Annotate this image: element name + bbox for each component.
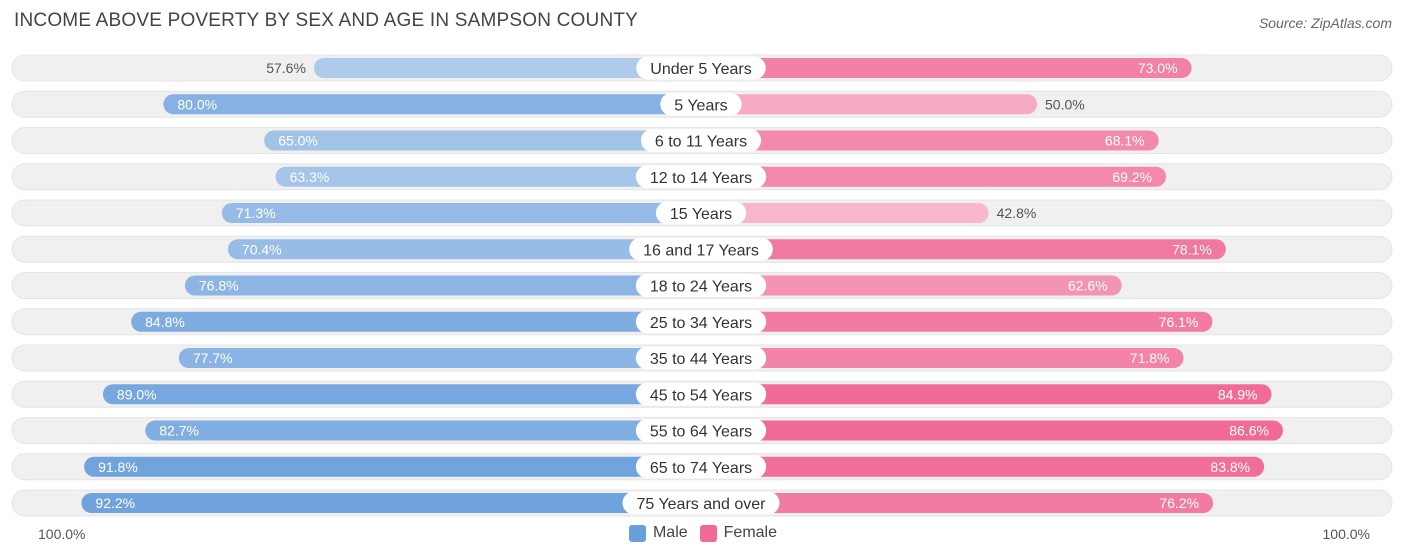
- female-bar: [701, 94, 1037, 115]
- male-value-label: 63.3%: [290, 169, 330, 185]
- male-bar: [102, 384, 702, 405]
- legend-item-female[interactable]: Female: [699, 524, 778, 542]
- male-value-label: 57.6%: [266, 60, 306, 76]
- female-value-label: 83.8%: [1210, 459, 1250, 475]
- male-bar: [264, 130, 701, 151]
- male-value-label: 76.8%: [199, 278, 239, 294]
- male-bar: [184, 275, 702, 296]
- category-label-bg: [622, 491, 780, 515]
- category-label-bg: [660, 92, 742, 116]
- female-bar: [701, 311, 1213, 332]
- female-value-label: 73.0%: [1138, 60, 1178, 76]
- male-value-label: 82.7%: [159, 423, 199, 439]
- male-bar: [221, 203, 701, 223]
- legend-label-male: Male: [652, 524, 688, 541]
- category-label: 75 Years and over: [637, 496, 767, 513]
- category-label: 65 to 74 Years: [650, 460, 752, 477]
- female-value-label: 68.1%: [1105, 133, 1145, 149]
- legend: Male Female: [0, 524, 1406, 542]
- male-bar: [84, 456, 701, 477]
- female-bar: [701, 348, 1184, 368]
- female-bar: [701, 493, 1214, 513]
- category-label-bg: [629, 237, 773, 261]
- female-value-label: 71.8%: [1130, 350, 1170, 366]
- female-bar: [701, 166, 1167, 187]
- male-value-label: 84.8%: [145, 314, 185, 330]
- source-note: Source: ZipAtlas.com: [1258, 15, 1392, 31]
- category-label: 15 Years: [670, 206, 732, 223]
- male-bar: [275, 166, 701, 187]
- chart-title: INCOME ABOVE POVERTY BY SEX AND AGE IN S…: [14, 10, 639, 31]
- category-label: 35 to 44 Years: [650, 351, 752, 368]
- category-label-bg: [635, 382, 767, 406]
- category-label: 6 to 11 Years: [655, 134, 747, 151]
- male-value-label: 91.8%: [98, 459, 138, 475]
- female-bar: [701, 130, 1159, 151]
- male-bar: [178, 348, 701, 368]
- category-label-bg: [635, 419, 767, 442]
- female-value-label: 76.1%: [1159, 314, 1199, 330]
- male-bar: [81, 493, 701, 513]
- axis-right-label: 100.0%: [1322, 526, 1370, 542]
- category-label-bg: [636, 56, 766, 80]
- category-label: 12 to 14 Years: [650, 170, 752, 187]
- male-bar: [145, 420, 702, 441]
- male-value-label: 89.0%: [117, 386, 157, 402]
- legend-swatch-female: [699, 524, 717, 542]
- category-label-bg: [635, 310, 767, 334]
- category-label-bg: [655, 201, 747, 225]
- female-value-label: 84.9%: [1218, 386, 1258, 402]
- category-label: 16 and 17 Years: [643, 242, 759, 259]
- female-bar: [701, 58, 1192, 78]
- male-bar: [131, 311, 702, 332]
- female-bar: [701, 275, 1122, 296]
- female-bar: [701, 420, 1283, 441]
- category-label-bg: [635, 165, 767, 189]
- male-bar: [227, 239, 702, 260]
- legend-item-male[interactable]: Male: [628, 524, 688, 542]
- female-bar: [701, 203, 989, 223]
- category-label-bg: [635, 346, 767, 370]
- male-value-label: 92.2%: [95, 495, 135, 511]
- chart-area: 57.6% 73.0% Under 5 Years 80.0% 50.0% 5 Years…: [11, 54, 1393, 517]
- female-value-label: 78.1%: [1172, 241, 1212, 257]
- category-label: 25 to 34 Years: [650, 315, 752, 332]
- legend-label-female: Female: [723, 524, 778, 541]
- male-value-label: 77.7%: [193, 350, 233, 366]
- category-label: 18 to 24 Years: [650, 279, 752, 296]
- female-bar: [701, 239, 1226, 260]
- female-value-label: 62.6%: [1068, 278, 1108, 294]
- category-label-bg: [635, 455, 767, 479]
- axis-left-label: 100.0%: [38, 526, 86, 542]
- female-bar: [701, 456, 1265, 477]
- female-bar: [701, 384, 1272, 405]
- category-label-bg: [640, 129, 762, 152]
- category-label: 45 to 54 Years: [650, 387, 752, 404]
- male-bar: [163, 94, 701, 115]
- legend-swatch-male: [628, 524, 646, 542]
- category-label-bg: [635, 274, 767, 297]
- category-label: 5 Years: [674, 97, 727, 114]
- male-value-label: 71.3%: [236, 205, 276, 221]
- female-value-label: 76.2%: [1159, 495, 1199, 511]
- category-label: Under 5 Years: [650, 61, 751, 78]
- female-value-label: 42.8%: [997, 205, 1037, 221]
- female-value-label: 69.2%: [1112, 169, 1152, 185]
- female-value-label: 50.0%: [1045, 96, 1085, 112]
- male-value-label: 70.4%: [242, 241, 282, 257]
- category-label: 55 to 64 Years: [650, 424, 752, 441]
- female-value-label: 86.6%: [1229, 423, 1269, 439]
- male-value-label: 80.0%: [177, 96, 217, 112]
- male-bar: [313, 58, 701, 78]
- male-value-label: 65.0%: [278, 133, 318, 149]
